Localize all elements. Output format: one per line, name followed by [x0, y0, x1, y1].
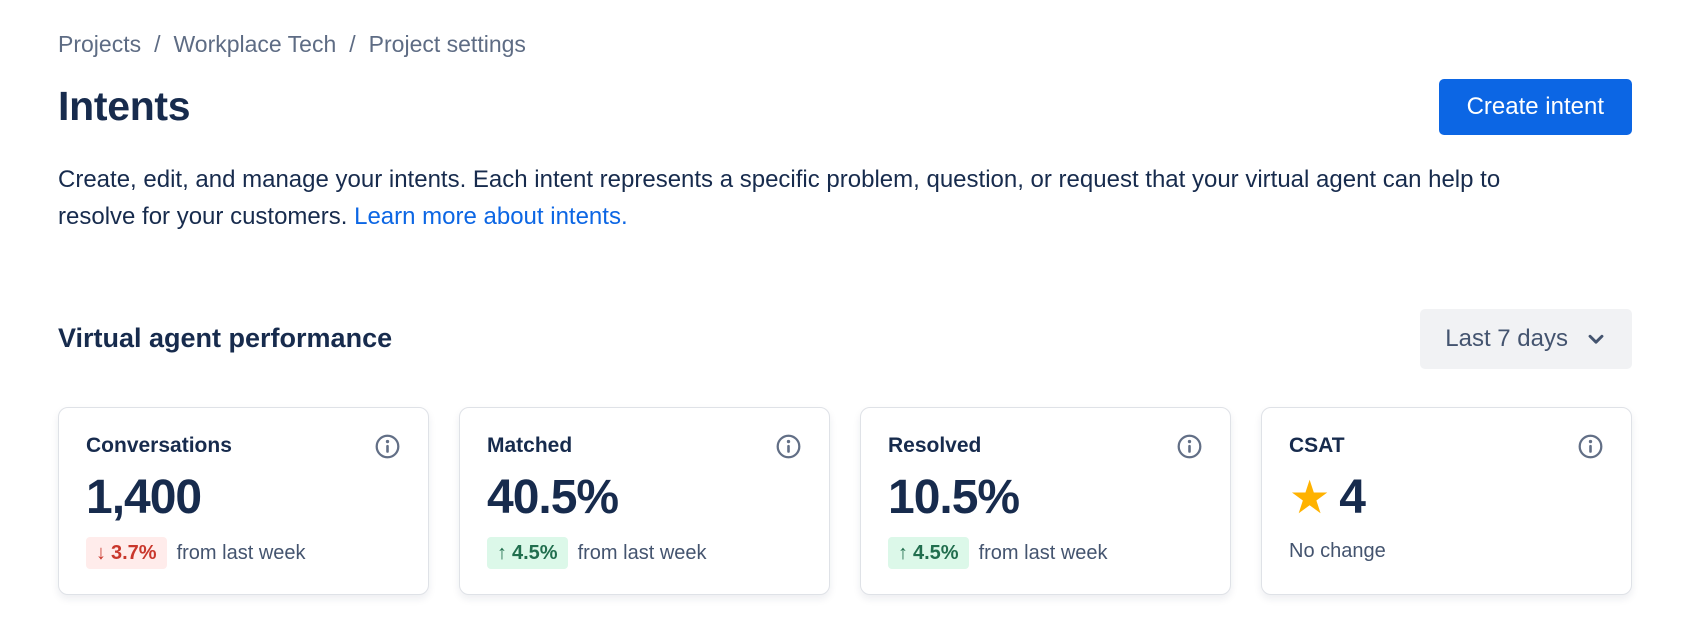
metric-value: 40.5% — [487, 470, 619, 524]
page-title: Intents — [58, 83, 191, 130]
performance-section-header: Virtual agent performance Last 7 days — [58, 308, 1632, 369]
chevron-down-icon — [1585, 328, 1607, 350]
delta-suffix: from last week — [577, 541, 707, 564]
delta-value: 4.5% — [913, 542, 959, 565]
page-header: Intents Create intent — [58, 78, 1632, 135]
metric-delta: ↓ 3.7% from last week — [86, 537, 401, 570]
date-range-dropdown[interactable]: Last 7 days — [1420, 308, 1632, 369]
breadcrumb-separator: / — [154, 31, 161, 57]
card-matched: Matched 40.5% ↑ 4.5% from last week — [459, 406, 830, 595]
card-label: Matched — [487, 434, 573, 458]
metric-delta: No change — [1289, 539, 1386, 562]
arrow-up-icon: ↑ — [898, 542, 908, 565]
performance-cards: Conversations 1,400 ↓ 3.7% from last wee… — [58, 406, 1632, 595]
breadcrumb-projects[interactable]: Projects — [58, 31, 142, 57]
arrow-up-icon: ↑ — [497, 542, 507, 565]
delta-value: 4.5% — [512, 542, 558, 565]
card-label: CSAT — [1289, 434, 1345, 458]
delta-value: 3.7% — [111, 542, 157, 565]
description-text: Create, edit, and manage your intents. E… — [58, 165, 1501, 230]
breadcrumb-separator: / — [349, 31, 356, 57]
metric-delta: ↑ 4.5% from last week — [487, 537, 802, 570]
breadcrumb-project-settings[interactable]: Project settings — [368, 31, 526, 57]
csat-score: 4 — [1339, 470, 1366, 524]
delta-suffix: from last week — [176, 541, 306, 564]
arrow-down-icon: ↓ — [96, 542, 106, 565]
metric-delta: ↑ 4.5% from last week — [888, 537, 1203, 570]
page-description: Create, edit, and manage your intents. E… — [58, 161, 1578, 235]
info-icon[interactable] — [775, 433, 802, 460]
card-label: Resolved — [888, 434, 982, 458]
card-conversations: Conversations 1,400 ↓ 3.7% from last wee… — [58, 406, 429, 595]
delta-badge: ↑ 4.5% — [888, 537, 969, 570]
delta-badge: ↓ 3.7% — [86, 537, 167, 570]
performance-heading: Virtual agent performance — [58, 323, 393, 354]
breadcrumb-workplace-tech[interactable]: Workplace Tech — [173, 31, 337, 57]
card-label: Conversations — [86, 434, 232, 458]
date-range-value: Last 7 days — [1445, 324, 1568, 352]
delta-badge: ↑ 4.5% — [487, 537, 568, 570]
metric-value: 1,400 — [86, 470, 202, 524]
learn-more-link[interactable]: Learn more about intents. — [354, 202, 628, 230]
metric-value: 10.5% — [888, 470, 1020, 524]
metric-value: ★ 4 — [1289, 470, 1604, 525]
info-icon[interactable] — [374, 433, 401, 460]
create-intent-button[interactable]: Create intent — [1438, 78, 1632, 135]
info-icon[interactable] — [1176, 433, 1203, 460]
card-resolved: Resolved 10.5% ↑ 4.5% from last week — [860, 406, 1231, 595]
breadcrumb: Projects / Workplace Tech / Project sett… — [58, 31, 1632, 59]
star-icon: ★ — [1289, 471, 1331, 524]
info-icon[interactable] — [1577, 433, 1604, 460]
card-csat: CSAT ★ 4 No change — [1261, 406, 1632, 595]
delta-suffix: from last week — [978, 541, 1108, 564]
